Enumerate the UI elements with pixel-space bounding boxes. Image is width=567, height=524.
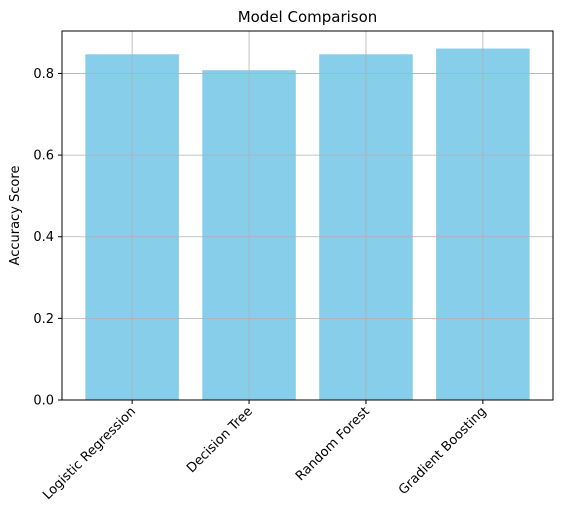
x-tick-label: Gradient Boosting bbox=[396, 404, 490, 498]
y-tick-label: 0.6 bbox=[33, 149, 54, 164]
y-axis-ticks: 0.0 0.2 0.4 0.6 0.8 bbox=[33, 67, 62, 409]
y-tick-label: 0.2 bbox=[33, 312, 54, 327]
x-tick-label: Logistic Regression bbox=[40, 404, 139, 503]
y-tick-label: 0.4 bbox=[33, 230, 54, 245]
bars bbox=[85, 48, 530, 400]
y-tick-label: 0.8 bbox=[33, 67, 54, 82]
axes-frame bbox=[61, 30, 554, 401]
x-axis-ticks: Logistic Regression Decision Tree Random F… bbox=[40, 400, 490, 503]
y-tick-label: 0.0 bbox=[33, 394, 54, 409]
chart-title: Model Comparison bbox=[238, 8, 378, 26]
x-tick-label: Decision Tree bbox=[184, 404, 256, 476]
x-tick-label: Random Forest bbox=[293, 404, 373, 484]
y-axis-title: Accuracy Score bbox=[8, 166, 23, 266]
